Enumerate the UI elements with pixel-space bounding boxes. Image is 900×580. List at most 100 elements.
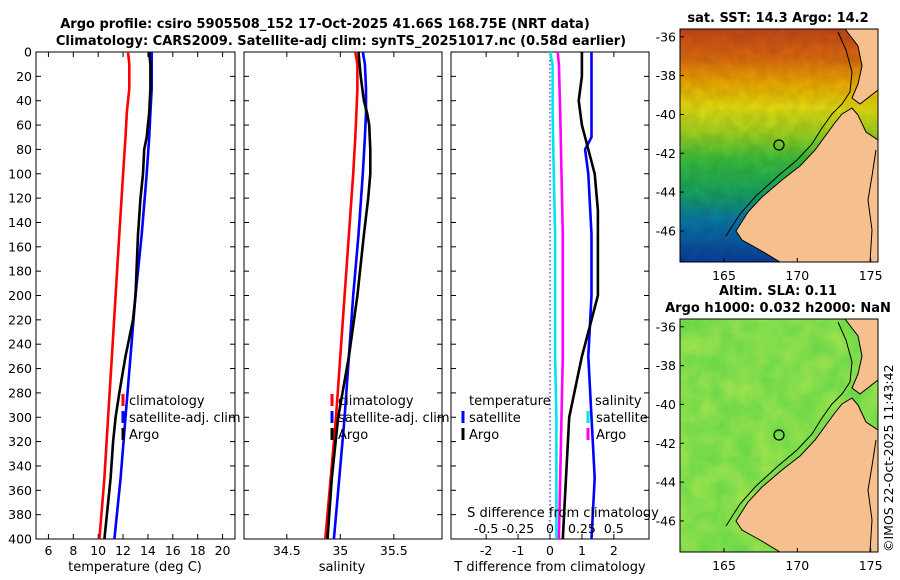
- lat-tick-label: -40: [656, 107, 676, 122]
- series-line-salinity-argo: [556, 51, 565, 540]
- sst-isobath-east: [867, 149, 877, 262]
- depth-tick-label: 80: [16, 142, 32, 157]
- difference-ticks: -2 -1 0 1 2: [480, 52, 618, 558]
- series-line-satellite-adj-clim: [332, 51, 368, 540]
- x-tick-label: 35.5: [380, 543, 408, 558]
- lat-tick-label: -36: [656, 319, 676, 334]
- temperature-panel: 0 20 40 60 80 100 120 140 160 180 200 220 240 260 280 3…: [8, 45, 240, 576]
- depth-tick-label: 400: [8, 532, 32, 547]
- legend-label-argo: Argo: [338, 428, 368, 443]
- salinity-diff-tick-label: -0.25: [502, 521, 534, 536]
- lon-tick-label: 165: [712, 558, 736, 573]
- legend-label-argo: Argo: [129, 428, 159, 443]
- depth-tick-label: 320: [8, 434, 32, 449]
- salinity-legend: climatology satellite-adj. clim Argo: [330, 394, 450, 443]
- legend-title-salinity: salinity: [595, 394, 642, 409]
- x-tick-label: 34.5: [273, 543, 301, 558]
- depth-tick-label: 300: [8, 410, 32, 425]
- difference-xlabel: T difference from climatology: [453, 560, 646, 575]
- sla-isobath-east: [867, 439, 877, 552]
- lat-tick-label: -42: [656, 436, 676, 451]
- salinity-depth-ticks: [244, 51, 442, 540]
- x-tick-label: 1: [578, 543, 586, 558]
- sla-map: Altim. SLA: 0.11 Argo h1000: 0.032 h2000…: [656, 284, 891, 573]
- series-line-climatology: [324, 51, 359, 540]
- lat-tick-label: -36: [656, 29, 676, 44]
- difference-lines: [548, 51, 600, 540]
- lon-tick-label: 170: [785, 558, 809, 573]
- depth-tick-label: 200: [8, 288, 32, 303]
- north-island-land-sla: [844, 319, 878, 395]
- series-line-argo: [326, 51, 372, 540]
- depth-tick-label: 240: [8, 337, 32, 352]
- sst-map-frame: [679, 28, 879, 263]
- depth-tick-label: 280: [8, 385, 32, 400]
- depth-tick-label: 20: [16, 69, 32, 84]
- lat-tick-label: -46: [656, 223, 676, 238]
- lon-tick-label: 175: [859, 558, 883, 573]
- salinity-ticks: 34.5 35 35.5: [273, 52, 408, 558]
- legend-label-satellite: satellite-adj. clim: [338, 411, 450, 426]
- salinity-lines: [324, 51, 372, 540]
- x-tick-label: 0: [546, 543, 554, 558]
- salinity-diff-tick-label: -0.5: [474, 521, 498, 536]
- temperature-xlabel: temperature (deg C): [68, 560, 202, 575]
- x-tick-label: 10: [90, 543, 106, 558]
- series-line-satellite-adj-clim: [113, 52, 153, 540]
- legend-label-satellite: satellite-adj. clim: [129, 411, 241, 426]
- lat-tick-label: -42: [656, 146, 676, 161]
- salinity-axes-box: [243, 51, 443, 540]
- legend-label-sal-argo: Argo: [596, 428, 626, 443]
- difference-panel: -2 -1 0 1 2 T difference from climatology S …: [450, 51, 659, 575]
- temperature-ticks: 6 8 10 12 14 16 18 20: [44, 52, 231, 558]
- series-line-climatology: [98, 51, 131, 540]
- salinity-panel: 34.5 35 35.5 salinity climatology satellit…: [243, 51, 450, 575]
- legend-label-sal-satellite: satellite: [596, 411, 648, 426]
- temperature-lines: [98, 51, 153, 540]
- depth-tick-label: 260: [8, 361, 32, 376]
- salinity-diff-tick-label: 0.5: [604, 521, 624, 536]
- depth-tick-label: 40: [16, 93, 32, 108]
- lon-tick-label: 170: [785, 268, 809, 283]
- sst-isobath: [725, 31, 853, 237]
- sst-map: sat. SST: 14.3 Argo: 14.2 165 170 175 -36 -3…: [656, 11, 883, 283]
- depth-tick-label: 120: [8, 191, 32, 206]
- series-line-argo: [103, 51, 152, 540]
- salinity-diff-tick-label: 0.25: [568, 521, 596, 536]
- lat-tick-label: -44: [656, 475, 676, 490]
- figure-title-line2: Climatology: CARS2009. Satellite-adj cli…: [56, 34, 626, 49]
- sla-map-ticks: 165 170 175 -36 -38 -40 -42 -44 -46: [656, 319, 883, 573]
- salinity-difference-ticks: -0.5 -0.25 0 0.25 0.5: [474, 521, 624, 536]
- sst-argo-marker: [773, 139, 785, 151]
- x-tick-label: -1: [512, 543, 524, 558]
- lat-tick-label: -44: [656, 185, 676, 200]
- sla-map-frame: [679, 318, 879, 553]
- salinity-diff-tick-label: 0: [546, 521, 554, 536]
- depth-tick-label: 160: [8, 239, 32, 254]
- difference-legend-temperature: temperature satellite Argo: [461, 394, 551, 443]
- x-tick-label: 12: [115, 543, 131, 558]
- x-tick-label: 6: [44, 543, 52, 558]
- x-tick-label: 20: [215, 543, 231, 558]
- south-island-land-sla: [735, 397, 878, 552]
- depth-tick-label: 380: [8, 507, 32, 522]
- series-line-temperature-argo: [561, 52, 600, 540]
- legend-title-temperature: temperature: [469, 394, 551, 409]
- x-tick-label: 14: [140, 543, 156, 558]
- depth-tick-label: 340: [8, 458, 32, 473]
- depth-tick-label: 140: [8, 215, 32, 230]
- depth-tick-label: 360: [8, 483, 32, 498]
- legend-label-temp-argo: Argo: [469, 428, 499, 443]
- difference-legend-salinity: salinity satellite Argo: [586, 394, 648, 443]
- lat-tick-label: -46: [656, 513, 676, 528]
- legend-label-climatology: climatology: [129, 394, 205, 409]
- sst-map-ticks: 165 170 175 -36 -38 -40 -42 -44 -46: [656, 29, 883, 283]
- series-line-temperature-satellite: [583, 52, 597, 540]
- lat-tick-label: -40: [656, 397, 676, 412]
- legend-label-temp-satellite: satellite: [469, 411, 521, 426]
- depth-tick-label: 100: [8, 166, 32, 181]
- depth-tick-label: 60: [16, 118, 32, 133]
- depth-tick-label: 220: [8, 312, 32, 327]
- lat-tick-label: -38: [656, 358, 676, 373]
